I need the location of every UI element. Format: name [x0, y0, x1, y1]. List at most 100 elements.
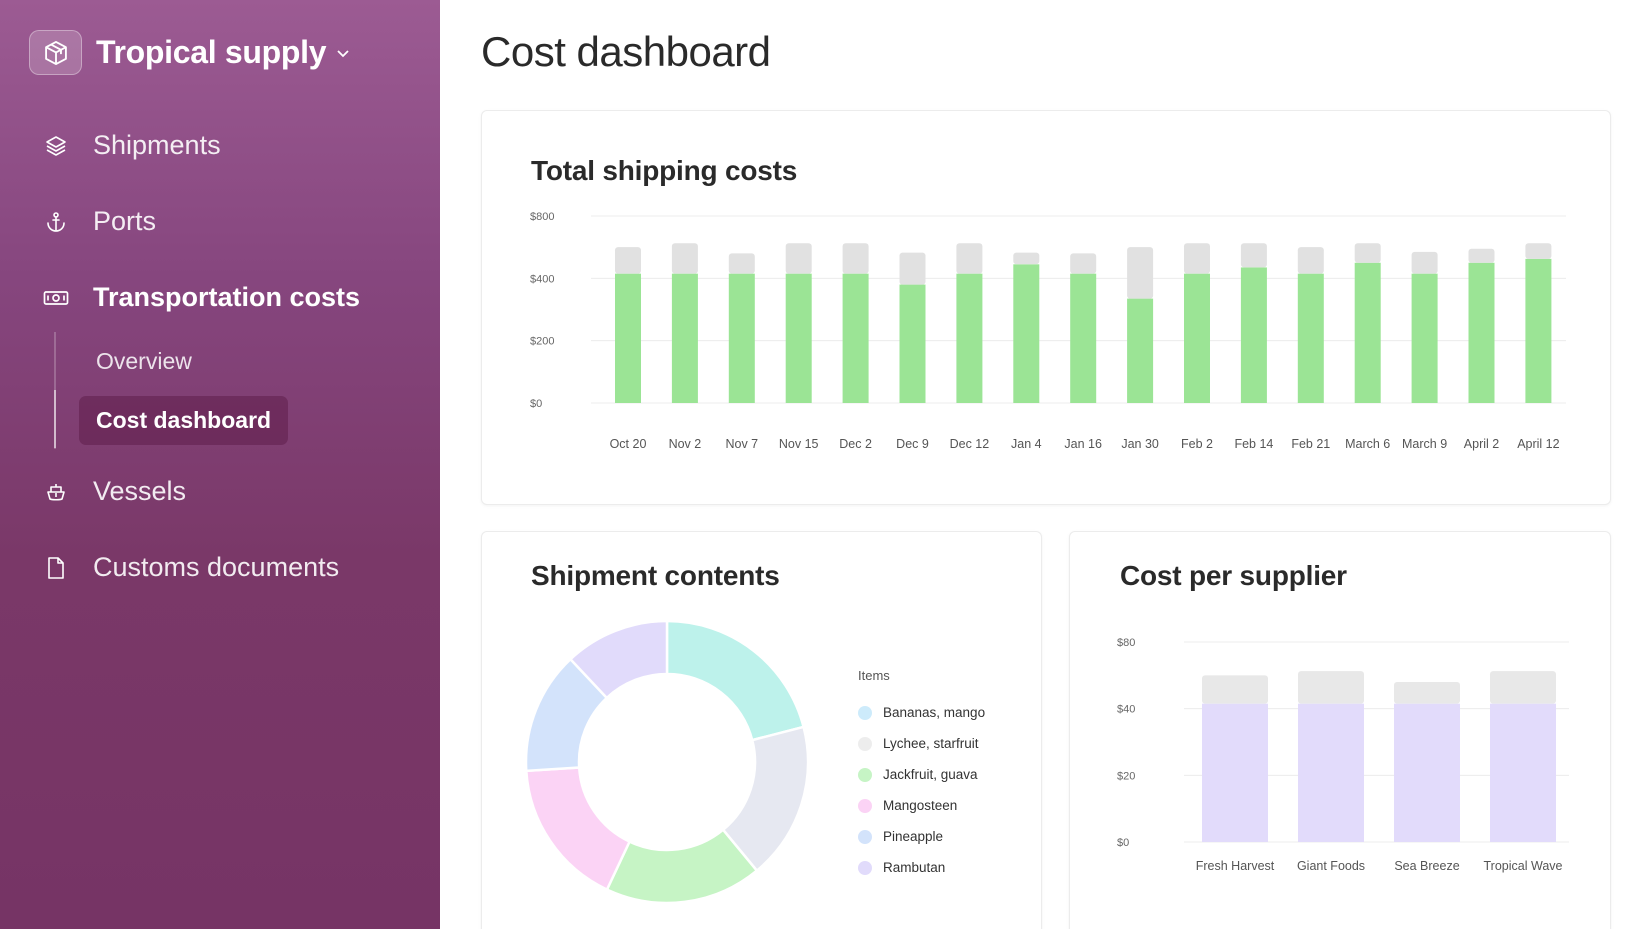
bar-segment [1070, 273, 1097, 403]
nav-item-customs-documents[interactable]: Customs documents [42, 552, 339, 583]
chart-title: Total shipping costs [531, 155, 798, 186]
bar-segment [1070, 253, 1097, 274]
x-tick-label: Nov 7 [725, 437, 758, 451]
bar-segment [842, 243, 869, 274]
x-tick-label: Giant Foods [1297, 859, 1365, 873]
layers-icon [42, 132, 70, 160]
x-tick-label: Sea Breeze [1394, 859, 1459, 873]
bar-segment [1202, 703, 1268, 842]
legend-label: Pineapple [883, 829, 944, 844]
chevron-down-icon [336, 46, 350, 64]
bar-segment [615, 273, 641, 403]
bar-segment [728, 273, 755, 403]
chart-legend: Items Bananas, mango Lychee, starfruit Jac… [858, 668, 985, 883]
bar-segment [1394, 703, 1460, 842]
x-tick-label: March 9 [1402, 437, 1447, 451]
shipment-contents-donut [524, 619, 810, 905]
page-title: Cost dashboard [481, 28, 771, 75]
legend-item: Pineapple [858, 821, 985, 852]
subnav-active-indicator [54, 390, 56, 448]
nav-label: Vessels [93, 476, 187, 506]
document-icon [42, 554, 70, 582]
shipping-costs-chart: $0 $200 $400 $800 Oct 20 Nov 2 Nov 7 Nov 15 Dec … [530, 211, 1566, 451]
ship-icon [42, 478, 70, 506]
bar-segment [1490, 671, 1556, 704]
legend-label: Lychee, starfruit [883, 736, 979, 751]
legend-item: Rambutan [858, 852, 985, 883]
nav-item-transportation-costs[interactable]: Transportation costs [42, 282, 360, 313]
bar-segment [1525, 258, 1552, 403]
bar-segment [1013, 252, 1040, 265]
x-tick-label: Feb 14 [1234, 437, 1273, 451]
bar-segment [785, 273, 812, 403]
nav-item-vessels[interactable]: Vessels [42, 476, 186, 507]
y-tick-label: $80 [1117, 637, 1135, 649]
x-tick-label: Dec 12 [950, 437, 990, 451]
chart-title: Cost per supplier [1120, 560, 1347, 591]
subnav-item-overview[interactable]: Overview [96, 348, 192, 374]
bar-segment [1297, 273, 1324, 403]
bar-segment [1013, 264, 1040, 403]
donut-slice [568, 619, 669, 700]
sidebar: Tropical supply Shipments Ports Transpor… [0, 0, 440, 929]
legend-label: Rambutan [883, 860, 946, 875]
y-tick-label: $200 [530, 336, 554, 348]
bar-segment [1184, 273, 1210, 403]
y-tick-label: $20 [1117, 770, 1135, 782]
workspace-switcher[interactable]: Tropical supply [29, 30, 350, 75]
x-tick-label: April 12 [1517, 437, 1559, 451]
legend-label: Jackfruit, guava [883, 767, 978, 782]
x-tick-label: Jan 4 [1011, 437, 1042, 451]
bar-segment [671, 273, 698, 403]
x-tick-label: Fresh Harvest [1196, 859, 1275, 873]
bar-segment [899, 252, 926, 285]
workspace-name: Tropical supply [96, 34, 327, 70]
legend-swatch [858, 767, 872, 782]
x-tick-label: Dec 9 [896, 437, 929, 451]
bar-segment [1468, 248, 1495, 263]
bar-segment [1127, 298, 1154, 403]
bar-segment [1354, 243, 1381, 263]
bar-segment [1240, 243, 1267, 268]
legend-label: Mangosteen [883, 798, 958, 813]
nav-label: Customs documents [93, 552, 340, 582]
bar-segment [1127, 247, 1154, 299]
anchor-icon [42, 208, 70, 236]
nav-item-shipments[interactable]: Shipments [42, 130, 221, 161]
bar-segment [1525, 243, 1552, 259]
nav-item-ports[interactable]: Ports [42, 206, 156, 237]
x-tick-label: Dec 2 [839, 437, 872, 451]
bar-segment [899, 284, 926, 403]
bar-segment [1202, 675, 1268, 704]
bar-segment [728, 253, 755, 274]
legend-swatch [858, 798, 872, 813]
bar-segment [671, 243, 698, 274]
bar-segment [842, 273, 869, 403]
legend-item: Jackfruit, guava [858, 759, 985, 790]
x-tick-label: Tropical Wave [1484, 859, 1563, 873]
bar-segment [1468, 262, 1495, 403]
y-tick-label: $800 [530, 211, 554, 223]
chart-title: Shipment contents [531, 560, 780, 591]
subnav-item-cost-dashboard[interactable]: Cost dashboard [79, 396, 289, 445]
y-tick-label: $400 [530, 273, 554, 285]
legend-item: Bananas, mango [858, 697, 985, 728]
nav-label: Shipments [93, 130, 221, 160]
y-tick-label: $0 [530, 398, 542, 410]
legend-item: Mangosteen [858, 790, 985, 821]
nav-label: Transportation costs [93, 282, 361, 312]
nav-label: Ports [93, 206, 157, 236]
bar-segment [1411, 251, 1438, 274]
x-tick-label: March 6 [1345, 437, 1390, 451]
x-tick-label: Nov 15 [779, 437, 819, 451]
y-tick-label: $40 [1117, 704, 1135, 716]
bar-segment [956, 243, 983, 274]
bar-segment [956, 273, 983, 403]
legend-swatch [858, 829, 872, 844]
bar-segment [1411, 273, 1438, 403]
x-tick-label: Feb 2 [1181, 437, 1213, 451]
legend-swatch [858, 860, 872, 875]
y-tick-label: $0 [1117, 837, 1129, 849]
legend-swatch [858, 736, 872, 751]
bar-segment [1297, 247, 1324, 274]
